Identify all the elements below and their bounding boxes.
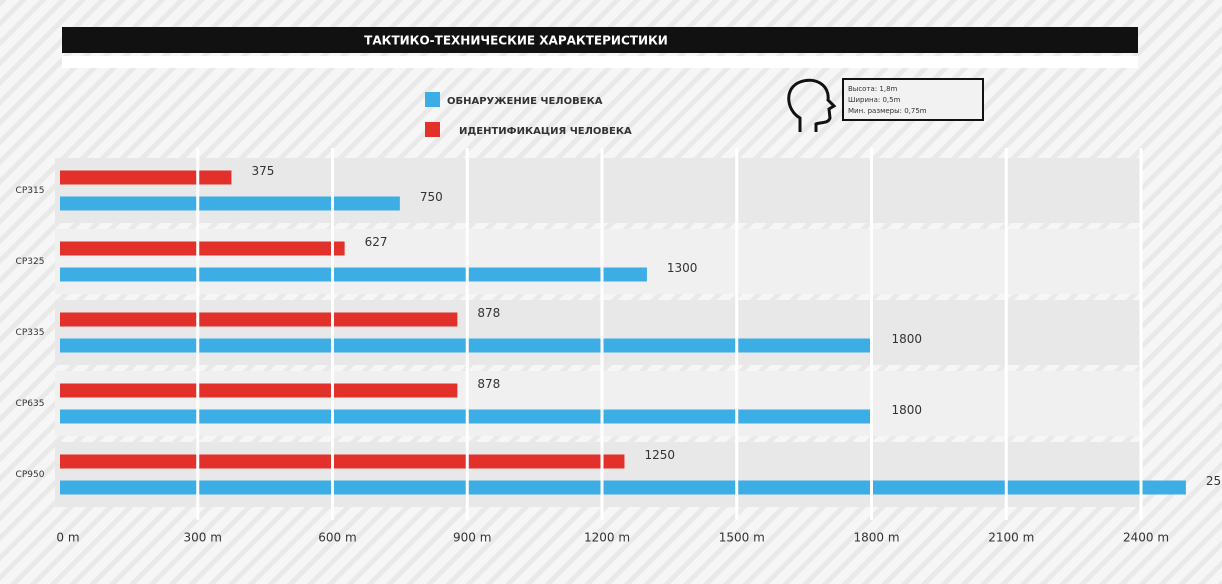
info-box: [842, 78, 984, 121]
row-band: [55, 229, 1141, 294]
value-label: 1800: [892, 403, 923, 417]
row-band: [55, 442, 1141, 507]
value-label: 627: [365, 235, 388, 249]
row-band: [55, 158, 1141, 223]
title-underline: [62, 56, 1138, 68]
x-tick-label: 900 m: [453, 531, 491, 545]
category-label: CP315: [16, 186, 45, 196]
x-tick-label: 1800 m: [853, 531, 899, 545]
head-icon: [787, 78, 837, 132]
value-label: 2500: [1206, 474, 1222, 488]
row-band: [55, 371, 1141, 436]
legend-swatch: [425, 92, 440, 107]
legend-label: ОБНАРУЖЕНИЕ ЧЕЛОВЕКА: [447, 96, 603, 107]
category-label: CP335: [16, 328, 45, 338]
value-label: 1800: [892, 332, 923, 346]
legend-swatch: [425, 122, 440, 137]
annotation: Мин. размеры: 0,75m: [848, 107, 927, 115]
bar: [60, 480, 1186, 495]
bar: [60, 267, 647, 282]
category-label: CP325: [16, 257, 45, 267]
legend-label: ИДЕНТИФИКАЦИЯ ЧЕЛОВЕКА: [459, 126, 632, 137]
x-tick-label: 600 m: [318, 531, 356, 545]
x-tick-label: 1500 m: [719, 531, 765, 545]
value-label: 750: [420, 190, 443, 204]
category-label: CP635: [16, 399, 45, 409]
bar: [60, 170, 232, 185]
annotation: Ширина: 0,5m: [848, 96, 901, 104]
bar: [60, 454, 625, 469]
row-band: [55, 300, 1141, 365]
x-tick-label: 0 m: [56, 531, 79, 545]
x-tick-label: 1200 m: [584, 531, 630, 545]
value-label: 375: [251, 164, 274, 178]
bar: [60, 196, 400, 211]
annotation: Высота: 1,8m: [848, 85, 898, 93]
x-tick-label: 300 m: [184, 531, 222, 545]
bar: [60, 383, 458, 398]
category-label: CP950: [16, 470, 45, 480]
chart-title: ТАКТИКО-ТЕХНИЧЕСКИЕ ХАРАКТЕРИСТИКИ: [364, 34, 668, 48]
value-label: 878: [477, 377, 500, 391]
title-bar: [62, 27, 1138, 53]
bar: [60, 241, 345, 256]
value-label: 878: [477, 306, 500, 320]
bar: [60, 312, 458, 327]
x-tick-label: 2100 m: [988, 531, 1034, 545]
value-label: 1300: [667, 261, 698, 275]
x-tick-label: 2400 m: [1123, 531, 1169, 545]
value-label: 1250: [644, 448, 675, 462]
